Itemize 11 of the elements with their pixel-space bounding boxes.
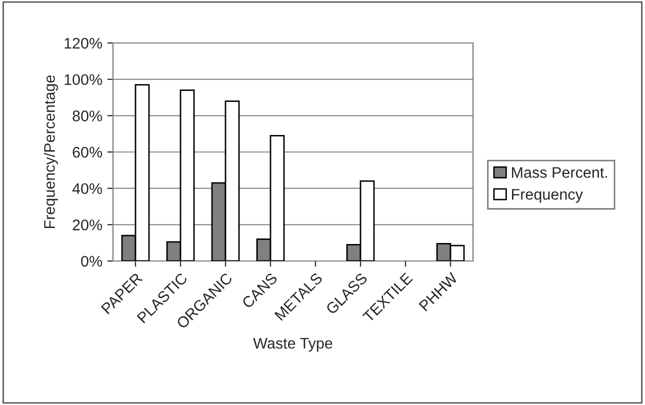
y-tick-label: 120% (64, 38, 102, 49)
x-axis-title: Waste Type (253, 338, 332, 352)
y-tick-label: 0% (81, 256, 102, 267)
legend-label: Mass Percent. (512, 167, 608, 178)
y-tick-label: 20% (72, 220, 102, 230)
y-tick-label: 40% (72, 183, 102, 194)
legend-label: Frequency (512, 189, 583, 203)
y-tick-label: 60% (72, 146, 102, 158)
y-tick-label: 100% (64, 74, 102, 86)
y-axis-title: Frequency/Percentage (44, 75, 58, 228)
y-tick-label: 80% (72, 110, 102, 122)
